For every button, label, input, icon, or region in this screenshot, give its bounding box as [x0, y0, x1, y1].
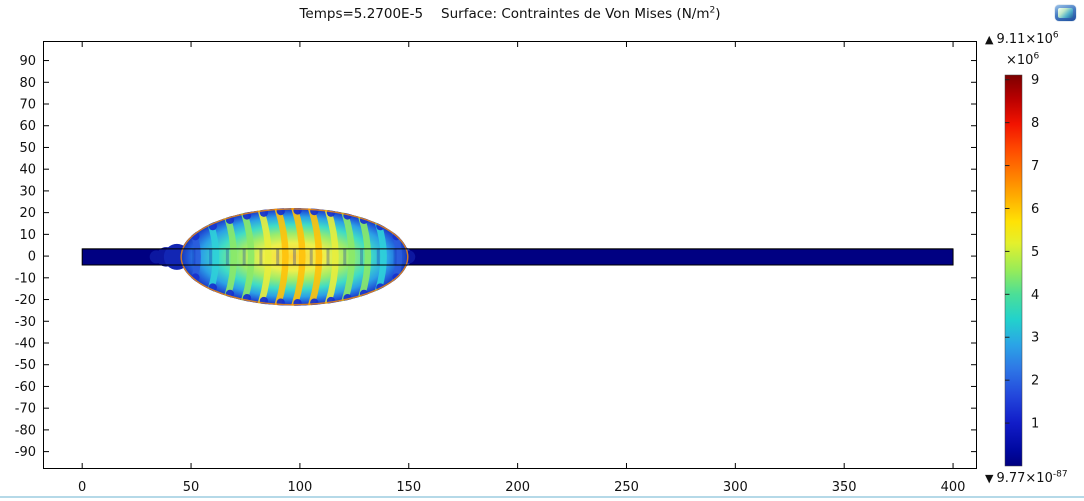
svg-text:20: 20 [19, 206, 36, 221]
svg-text:0: 0 [78, 480, 86, 495]
plot-window-icon-screen [1058, 8, 1073, 18]
colorbar-min-exponent: -87 [1052, 469, 1068, 480]
svg-text:7: 7 [1031, 159, 1039, 174]
svg-text:80: 80 [19, 76, 36, 91]
svg-text:70: 70 [19, 98, 36, 113]
svg-text:-80: -80 [15, 423, 36, 438]
svg-text:-70: -70 [15, 402, 36, 417]
plot-title-surface: Surface: Contraintes de Von Mises (N/m [441, 6, 710, 22]
svg-text:-60: -60 [15, 380, 36, 395]
svg-text:-10: -10 [15, 271, 36, 286]
colorbar-min-arrow-icon: ▼ [985, 472, 994, 485]
svg-text:5: 5 [1031, 245, 1039, 260]
plot-title: Temps=5.2700E-5 Surface: Contraintes de V… [43, 6, 977, 22]
svg-text:1: 1 [1031, 417, 1039, 432]
svg-text:6: 6 [1031, 202, 1039, 217]
svg-text:350: 350 [832, 480, 857, 495]
svg-text:2: 2 [1031, 374, 1039, 389]
svg-text:60: 60 [19, 119, 36, 134]
svg-text:0: 0 [28, 250, 36, 265]
svg-text:-30: -30 [15, 315, 36, 330]
colorbar-min-label: ▼ 9.77×10-87 [985, 469, 1068, 486]
svg-text:10: 10 [19, 228, 36, 243]
svg-text:-50: -50 [15, 358, 36, 373]
svg-text:8: 8 [1031, 116, 1039, 131]
svg-text:300: 300 [723, 480, 748, 495]
colorbar-max-value: 9.11×10 [996, 32, 1053, 47]
svg-text:40: 40 [19, 163, 36, 178]
svg-text:50: 50 [19, 141, 36, 156]
colorbar-multiplier-value: ×10 [1006, 53, 1034, 68]
plot-title-close: ) [715, 6, 721, 22]
svg-text:100: 100 [287, 480, 312, 495]
svg-text:3: 3 [1031, 331, 1039, 346]
svg-text:-40: -40 [15, 336, 36, 351]
colorbar-max-exponent: 6 [1052, 30, 1059, 41]
svg-text:50: 50 [183, 480, 200, 495]
svg-text:400: 400 [941, 480, 966, 495]
plot-title-time: Temps=5.2700E-5 [299, 6, 424, 22]
colorbar-max-arrow-icon: ▲ [985, 33, 994, 46]
svg-text:200: 200 [505, 480, 530, 495]
plot-window-icon[interactable] [1055, 5, 1076, 21]
plot-title-exponent: 2 [709, 5, 716, 16]
svg-text:250: 250 [614, 480, 639, 495]
colorbar-multiplier-exponent: 6 [1033, 51, 1040, 62]
svg-text:9: 9 [1031, 73, 1039, 88]
window-bottom-border [0, 496, 1084, 498]
svg-text:-90: -90 [15, 445, 36, 460]
svg-text:90: 90 [19, 54, 36, 69]
svg-text:4: 4 [1031, 288, 1039, 303]
colorbar-multiplier-label: ×106 [1006, 51, 1040, 68]
colorbar-min-value: 9.77×10 [996, 471, 1053, 486]
colorbar-max-label: ▲ 9.11×106 [985, 30, 1059, 47]
svg-text:150: 150 [396, 480, 421, 495]
svg-text:30: 30 [19, 184, 36, 199]
svg-text:-20: -20 [15, 293, 36, 308]
